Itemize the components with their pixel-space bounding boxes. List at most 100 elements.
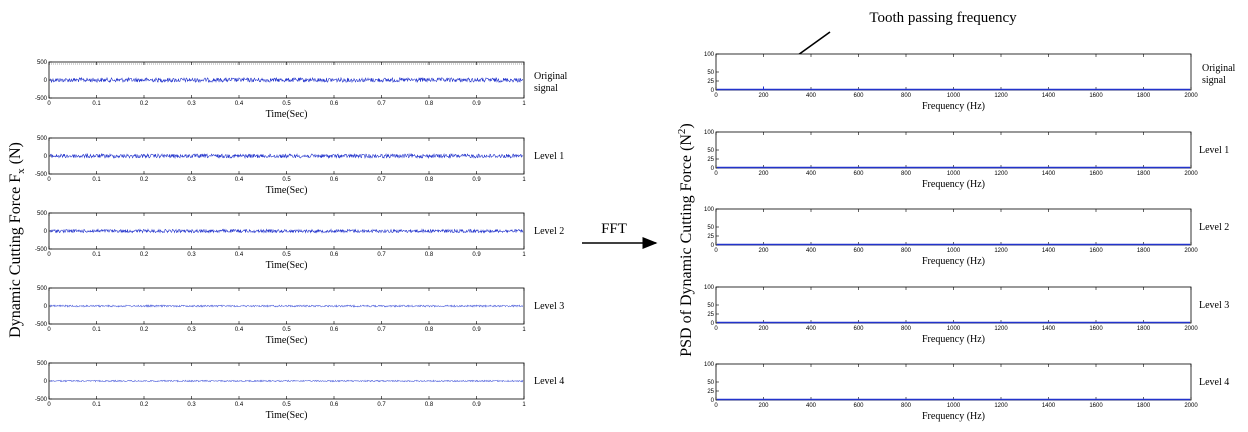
series-label: Level 2 [1199,222,1229,233]
series-label: Level 3 [534,301,564,312]
x-tick-label: 0.6 [330,101,339,107]
x-tick-label: 400 [806,403,817,409]
frequency-panel: 100 50 25 00 200 400 600 800 1000 1200 1400 1600 180… [704,52,1236,112]
x-tick-label: 0 [47,327,51,333]
series-label: Level 3 [1199,300,1229,311]
x-tick-label: 0.1 [92,177,101,183]
x-tick-label: 0.5 [282,177,291,183]
x-axis-label: Time(Sec) [266,109,308,120]
y-tick-label: 0 [711,398,715,404]
x-tick-label: 0.1 [92,252,101,258]
x-tick-label: 1800 [1137,326,1151,332]
x-tick-label: 0.4 [235,402,244,408]
y-tick-label: 25 [707,234,714,240]
x-tick-label: 0.3 [187,327,196,333]
y-tick-label: 0 [44,229,48,235]
x-tick-label: 1600 [1089,171,1103,177]
x-tick-label: 1000 [947,171,961,177]
frequency-panel: 100 50 25 00 200 400 600 800 1000 1200 1400 1600 180… [704,362,1229,422]
x-tick-label: 0.7 [377,177,386,183]
y-tick-label: 100 [704,130,715,136]
y-tick-label: -500 [35,397,48,403]
x-axis-label: Time(Sec) [266,335,308,346]
series-label: Level 2 [534,226,564,237]
x-tick-label: 0.7 [377,252,386,258]
x-tick-label: 0.9 [472,402,481,408]
x-axis-label: Time(Sec) [266,185,308,196]
y-tick-label: 50 [707,303,714,309]
x-tick-label: 0.2 [140,402,149,408]
signal-line [49,76,524,84]
x-tick-label: 0.4 [235,177,244,183]
y-tick-label: 25 [707,157,714,163]
x-axis-label: Frequency (Hz) [922,101,985,112]
x-tick-label: 1600 [1089,326,1103,332]
x-tick-label: 2000 [1184,326,1198,332]
x-tick-label: 0 [714,171,718,177]
x-tick-label: 1600 [1089,403,1103,409]
y-tick-label: 50 [707,70,714,76]
x-tick-label: 0.8 [425,101,434,107]
y-tick-label: -500 [35,322,48,328]
y-tick-label: 0 [711,166,715,172]
y-tick-label: 100 [704,207,715,213]
x-tick-label: 400 [806,93,817,99]
x-tick-label: 1400 [1042,403,1056,409]
x-tick-label: 2000 [1184,248,1198,254]
x-tick-label: 1800 [1137,93,1151,99]
frequency-panel: 100 50 25 00 200 400 600 800 1000 1200 1400 1600 180… [704,285,1229,345]
x-tick-label: 0.6 [330,327,339,333]
x-tick-label: 0.4 [235,327,244,333]
x-tick-label: 0.4 [235,101,244,107]
x-tick-label: 0 [714,326,718,332]
x-tick-label: 1600 [1089,248,1103,254]
frequency-panel: 100 50 25 00 200 400 600 800 1000 1200 1400 1600 180… [704,130,1229,190]
series-label: Level 1 [1199,145,1229,156]
panel-frame [715,363,1192,401]
x-tick-label: 0 [714,403,718,409]
series-label: Level 4 [534,376,564,387]
x-tick-label: 1 [522,402,526,408]
y-tick-label: 25 [707,312,714,318]
x-tick-label: 1200 [994,326,1008,332]
x-tick-label: 200 [758,93,769,99]
y-tick-label: 100 [704,362,715,368]
x-tick-label: 600 [853,93,864,99]
x-tick-label: 0.7 [377,402,386,408]
x-tick-label: 0.9 [472,327,481,333]
x-tick-label: 0.6 [330,402,339,408]
x-tick-label: 1600 [1089,93,1103,99]
x-tick-label: 800 [901,326,912,332]
signal-line [49,304,524,308]
x-axis-label: Frequency (Hz) [922,179,985,190]
y-tick-label: -500 [35,247,48,253]
x-tick-label: 0.9 [472,177,481,183]
x-tick-label: 2000 [1184,93,1198,99]
x-tick-label: 1 [522,252,526,258]
x-axis-label: Time(Sec) [266,410,308,421]
x-tick-label: 0 [47,101,51,107]
x-tick-label: 200 [758,171,769,177]
y-tick-label: 0 [44,154,48,160]
right-y-axis-label: PSD of Dynamic Cutting Force (N2) [676,123,695,356]
x-tick-label: 0.3 [187,101,196,107]
x-tick-label: 0.5 [282,327,291,333]
series-label: Level 4 [1199,377,1229,388]
x-tick-label: 0.8 [425,327,434,333]
x-axis-label: Time(Sec) [266,260,308,271]
x-axis-label: Frequency (Hz) [922,334,985,345]
panel-frame [715,208,1192,246]
y-tick-label: 0 [711,243,715,249]
y-tick-label: 0 [44,379,48,385]
signal-line [49,228,524,234]
x-tick-label: 800 [901,93,912,99]
x-tick-label: 0.1 [92,101,101,107]
left-y-axis-label: Dynamic Cutting Force Fx (N) [7,142,27,338]
x-tick-label: 1200 [994,93,1008,99]
panel-frame [715,131,1192,169]
x-tick-label: 200 [758,403,769,409]
x-tick-label: 0.3 [187,252,196,258]
y-tick-label: 25 [707,389,714,395]
